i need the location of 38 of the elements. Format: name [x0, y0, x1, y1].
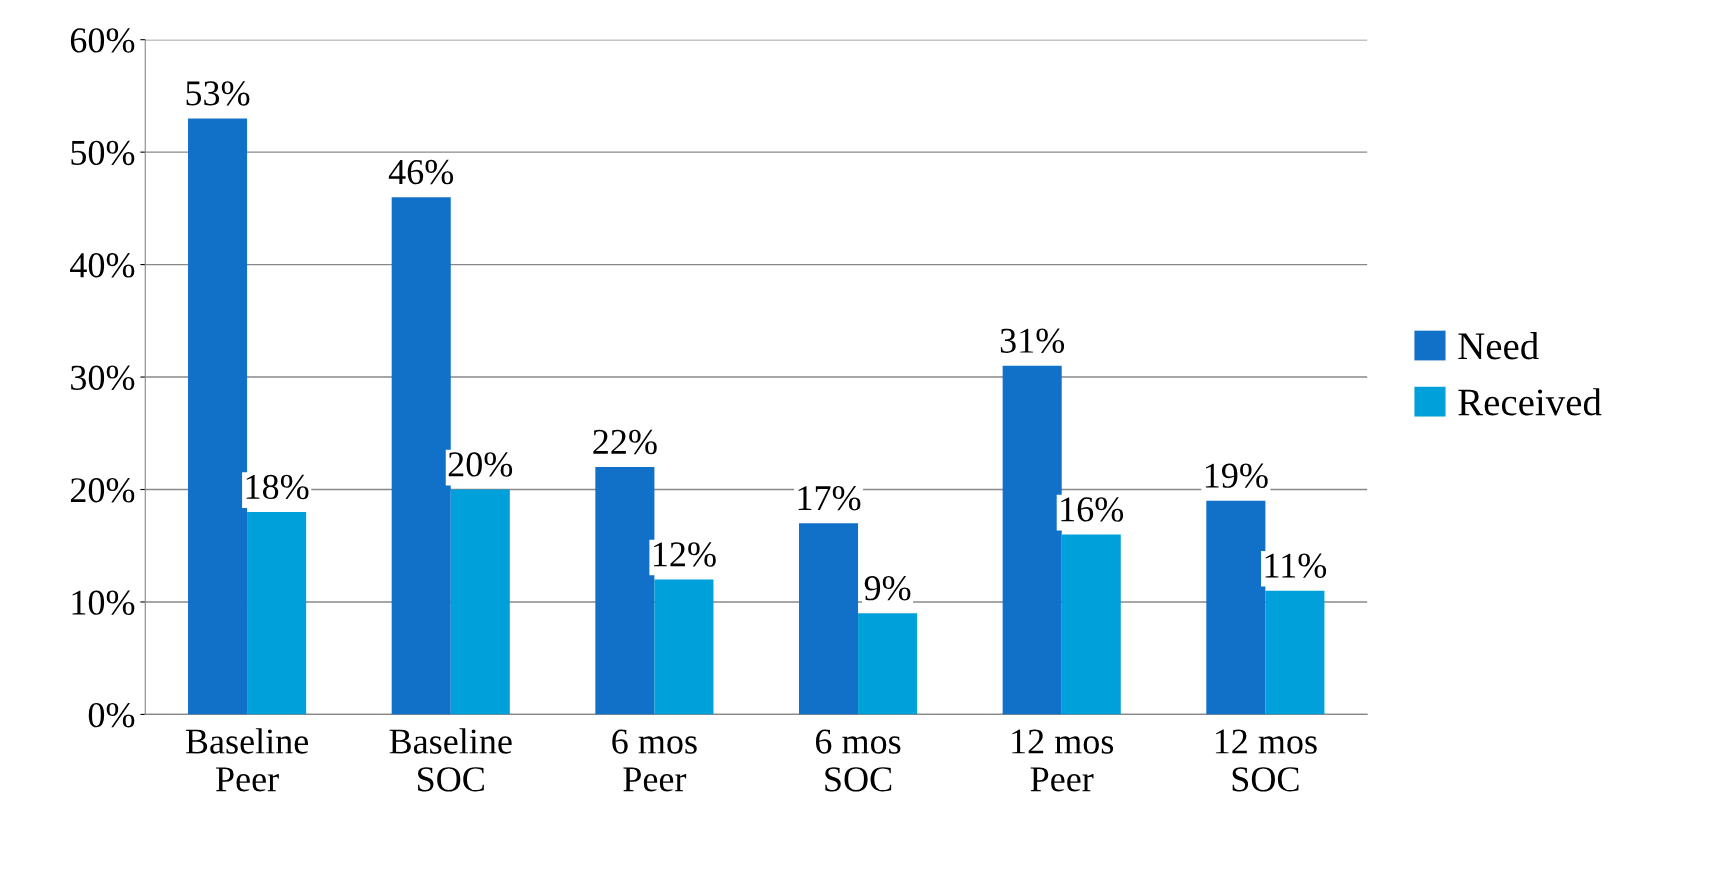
legend-label: Need	[1458, 332, 1539, 360]
bar	[654, 579, 714, 715]
data-label: 11%	[1265, 553, 1327, 578]
y-tick-label: 30%	[71, 365, 135, 391]
bar	[1265, 590, 1325, 715]
data-label: 16%	[1061, 497, 1124, 522]
x-tick-label: 6 mos Peer	[612, 729, 697, 792]
data-label: 31%	[1000, 328, 1065, 354]
data-label: 22%	[593, 429, 657, 455]
bar	[1206, 500, 1266, 715]
y-tick-label: 10%	[72, 590, 135, 615]
data-label: 17%	[798, 485, 861, 511]
x-tick-label: 6 mos SOC	[815, 729, 901, 792]
x-tick-label: 12 mos Peer	[1012, 729, 1114, 792]
bar	[1002, 365, 1062, 715]
data-label: 18%	[246, 474, 309, 500]
y-tick-label: 20%	[70, 478, 135, 503]
legend-label: Received	[1458, 388, 1602, 416]
bar	[188, 118, 248, 715]
y-tick-label: 0%	[88, 702, 135, 728]
data-label: 53%	[186, 81, 250, 106]
bar	[799, 523, 859, 715]
data-label: 19%	[1205, 463, 1268, 488]
y-tick-label: 50%	[71, 140, 135, 166]
bar	[1061, 534, 1121, 715]
x-tick-label: 12 mos SOC	[1215, 729, 1317, 792]
y-tick-label: 60%	[70, 28, 135, 53]
bar	[450, 489, 510, 715]
data-label: 46%	[388, 159, 454, 185]
data-label: 20%	[448, 452, 513, 477]
bar	[595, 467, 655, 715]
data-label: 9%	[864, 575, 911, 601]
x-tick-label: Baseline Peer	[185, 728, 309, 792]
y-tick-label: 40%	[70, 253, 135, 278]
bar	[247, 512, 307, 715]
data-label: 12%	[654, 542, 716, 567]
bar	[858, 613, 918, 715]
x-tick-label: Baseline SOC	[389, 728, 512, 792]
